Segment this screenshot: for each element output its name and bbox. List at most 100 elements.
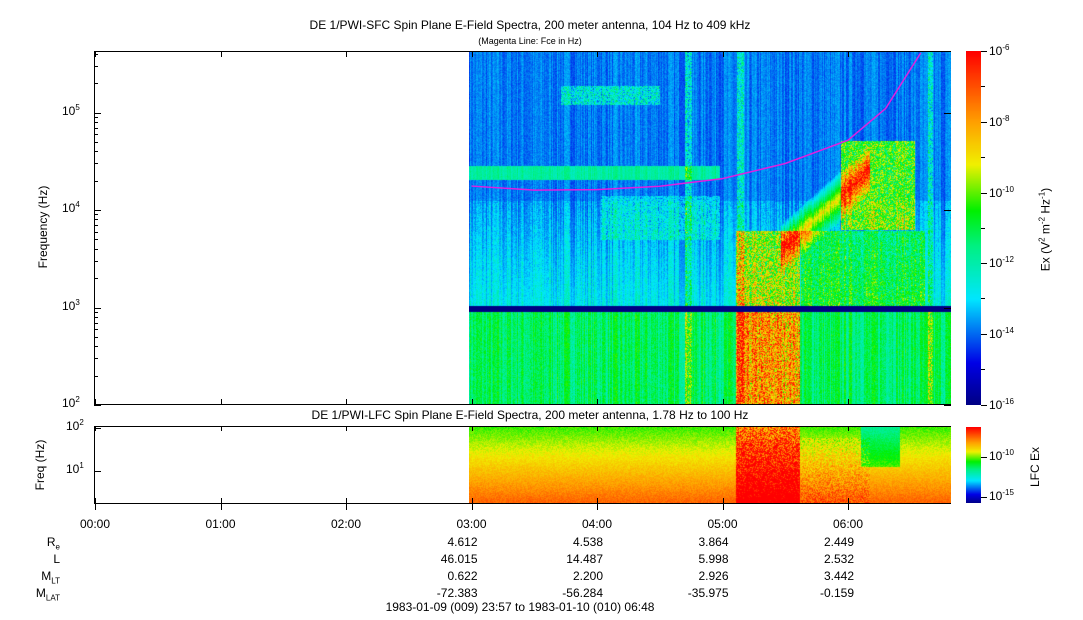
fce-line (471, 52, 922, 191)
y-minor-tick (94, 127, 98, 129)
y-minor-tick (94, 278, 98, 280)
y-tick-label: 102 (62, 395, 80, 410)
tick-exponent: -15 (1002, 488, 1014, 497)
y-minor-tick (94, 83, 98, 85)
lfc-y-label: Freq (Hz) (33, 439, 47, 491)
lfc-spectrogram (469, 427, 951, 503)
colorbar-minor-tick (981, 156, 985, 158)
x-tick (722, 504, 724, 510)
y-minor-tick (94, 53, 98, 55)
orbit-value: 4.538 (572, 535, 603, 549)
colorbar-tick-label: 10-16 (989, 397, 1014, 412)
orbit-value: 3.864 (698, 535, 729, 549)
tick-exponent: 1 (79, 461, 84, 470)
orbit-value: -0.159 (819, 586, 854, 600)
x-tick (471, 426, 473, 431)
chart-title: DE 1/PWI-SFC Spin Plane E-Field Spectra,… (309, 18, 751, 32)
y-minor-tick (94, 134, 98, 136)
y-tick-label: 101 (66, 461, 84, 476)
x-tick (471, 51, 473, 57)
orbit-value: -56.284 (562, 586, 603, 600)
tick-base: 10 (989, 327, 1003, 342)
y-minor-tick (94, 329, 98, 331)
sfc-spectrogram (469, 52, 951, 404)
lfc-colorbar (966, 427, 981, 503)
y-minor-tick (94, 225, 98, 227)
orbit-label-sub: LT (51, 576, 60, 586)
x-tick (848, 498, 849, 504)
colorbar-tick (981, 497, 987, 498)
x-tick (471, 399, 473, 405)
tick-exponent: -16 (1002, 397, 1014, 406)
colorbar-tick (981, 121, 987, 123)
y-minor-tick (94, 248, 98, 250)
orbit-label-sub: e (55, 542, 60, 552)
x-tick (95, 51, 96, 57)
y-minor-tick (94, 163, 98, 165)
colorbar-tick (981, 405, 987, 406)
sfc-colorbar-label: Ex (V2 m-2 Hz-1) (1037, 187, 1053, 272)
y-tick-label: 103 (62, 298, 80, 313)
tick-exponent: 4 (75, 200, 80, 209)
tick-exponent: -10 (1002, 184, 1014, 194)
orbit-value: 2.532 (823, 552, 854, 566)
orbit-value: 2.200 (572, 569, 603, 583)
colorbar-tick-label: 10-15 (989, 488, 1014, 503)
tick-base: 10 (989, 449, 1003, 463)
tick-base: 10 (66, 419, 80, 433)
y-tick (94, 428, 101, 429)
colorbar-tick (981, 263, 987, 265)
x-tick (722, 51, 724, 57)
colorbar-tick (981, 192, 987, 194)
y-tick (944, 210, 951, 211)
x-tick (597, 399, 598, 405)
x-tick (597, 504, 598, 510)
tick-exponent: -6 (1002, 43, 1010, 52)
x-tick (848, 504, 849, 510)
tick-base: 10 (989, 489, 1003, 503)
x-tick-label: 01:00 (205, 517, 236, 531)
x-tick (220, 426, 222, 431)
y-tick (94, 405, 101, 406)
tick-base: 10 (989, 44, 1003, 58)
y-tick (944, 307, 951, 309)
sfc-colorbar (966, 51, 981, 405)
x-tick-label: 02:00 (330, 517, 362, 531)
colorbar-minor-tick (981, 86, 985, 87)
tick-base: 10 (989, 114, 1003, 129)
y-tick (94, 471, 101, 472)
tick-base: 10 (62, 201, 76, 215)
x-tick (471, 498, 473, 504)
orbit-label-main: M (41, 569, 52, 583)
orbit-label-main: L (53, 552, 60, 566)
y-minor-tick (94, 180, 98, 182)
x-tick (346, 399, 347, 405)
orbit-value: -35.975 (687, 586, 729, 600)
x-tick (220, 399, 222, 405)
colorbar-tick (981, 457, 987, 458)
y-minor-tick (94, 231, 98, 233)
colorbar-tick-label: 10-8 (989, 114, 1009, 129)
tick-base: 10 (989, 398, 1003, 412)
x-tick (597, 426, 598, 431)
x-tick (220, 504, 222, 510)
orbit-value: 2.926 (698, 569, 729, 583)
tick-exponent: 5 (75, 102, 80, 112)
y-minor-tick (94, 219, 98, 221)
orbit-row-label: Re (20, 535, 60, 551)
x-tick-label: 06:00 (832, 517, 864, 531)
x-tick (848, 51, 849, 57)
orbit-value: 0.622 (447, 569, 478, 583)
orbit-row-label: MLAT (20, 586, 60, 602)
x-tick (471, 504, 473, 510)
x-tick (848, 399, 849, 405)
x-tick (95, 504, 96, 510)
sfc-y-label: Frequency (Hz) (36, 185, 50, 269)
y-minor-tick (94, 375, 98, 377)
x-tick (346, 504, 347, 510)
tick-base: 10 (62, 396, 76, 410)
y-minor-tick (94, 316, 98, 318)
y-minor-tick (94, 121, 98, 123)
y-tick (94, 210, 101, 211)
colorbar-minor-tick (981, 298, 985, 300)
